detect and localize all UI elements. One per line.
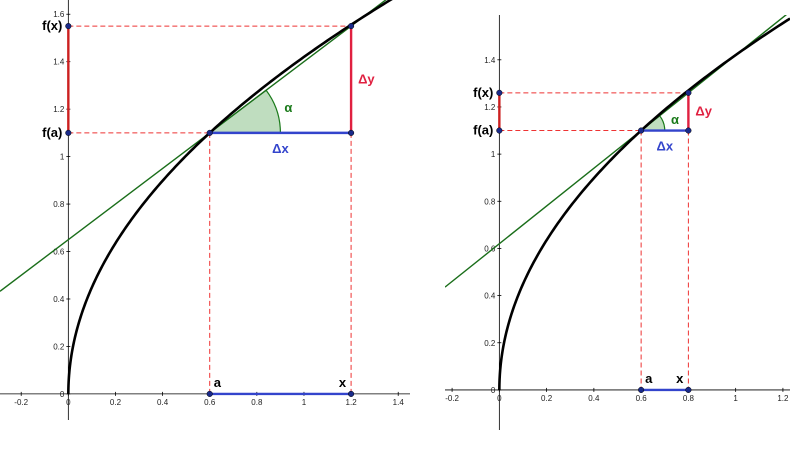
point-fa-axis: [496, 127, 503, 134]
label-x: x: [339, 375, 347, 390]
x-tick-label: 1: [302, 398, 307, 407]
function-curve: [498, 17, 790, 390]
x-tick-label: 0.4: [157, 398, 169, 407]
point-a-axis: [206, 390, 213, 397]
point-a: [638, 127, 645, 134]
x-tick-label: 1: [733, 394, 738, 403]
y-tick-label: 0.8: [484, 197, 496, 206]
y-tick-label: 0: [60, 390, 65, 399]
function-curve: [67, 0, 393, 394]
label-fx: f(x): [42, 18, 62, 33]
label-alpha: α: [284, 100, 292, 115]
label-alpha: α: [671, 112, 679, 127]
x-tick-label: 0.8: [251, 398, 263, 407]
point-corner: [685, 127, 692, 134]
x-tick-label: -0.2: [445, 394, 459, 403]
label-dy: Δy: [358, 71, 375, 86]
y-tick-label: 1.6: [53, 10, 65, 19]
x-tick-label: 1.2: [346, 398, 358, 407]
y-tick-label: 1.4: [484, 56, 496, 65]
label-fa: f(a): [473, 123, 493, 138]
y-tick-label: 0.2: [484, 339, 496, 348]
point-fa-axis: [65, 129, 72, 136]
point-x-axis: [685, 386, 692, 393]
angle-sector: [207, 89, 282, 134]
panel: -0.2 0 0.2 0.4 0.6 0.8 1 1.2 0 0.2 0.4 0.6 0.8 1 1.2 1.…: [445, 15, 790, 430]
x-tick-label: 0: [66, 398, 71, 407]
point-x: [685, 89, 692, 96]
y-tick-label: 1: [60, 153, 65, 162]
y-tick-label: 1: [491, 150, 496, 159]
point-corner: [348, 129, 355, 136]
x-tick-label: -0.2: [14, 398, 28, 407]
label-x: x: [676, 371, 684, 386]
point-a-axis: [638, 386, 645, 393]
point-x: [348, 23, 355, 30]
label-dx: Δx: [656, 139, 673, 154]
x-tick-label: 0.2: [110, 398, 122, 407]
y-tick-label: 1.4: [53, 58, 65, 67]
y-tick-label: 1.2: [53, 105, 65, 114]
x-tick-label: 0.6: [636, 394, 648, 403]
y-tick-label: 0: [491, 386, 496, 395]
x-tick-label: 0.4: [588, 394, 600, 403]
x-tick-label: 0: [497, 394, 502, 403]
label-a: a: [645, 371, 653, 386]
x-tick-label: 0.2: [541, 394, 553, 403]
x-tick-label: 0.6: [204, 398, 216, 407]
point-a: [206, 129, 213, 136]
label-fa: f(a): [42, 125, 62, 140]
y-tick-label: 1.2: [484, 103, 496, 112]
x-tick-label: 0.8: [683, 394, 695, 403]
y-tick-label: 0.4: [484, 292, 496, 301]
label-fx: f(x): [473, 85, 493, 100]
point-fx-axis: [496, 89, 503, 96]
label-a: a: [214, 375, 222, 390]
x-tick-label: 1.4: [393, 398, 405, 407]
label-dy: Δy: [695, 104, 712, 119]
y-tick-label: 0.4: [53, 295, 65, 304]
x-tick-label: 1.2: [777, 394, 789, 403]
y-tick-label: 0.6: [53, 248, 65, 257]
y-tick-label: 0.8: [53, 200, 65, 209]
label-dx: Δx: [272, 141, 289, 156]
y-tick-label: 0.6: [484, 244, 496, 253]
point-fx-axis: [65, 23, 72, 30]
point-x-axis: [348, 390, 355, 397]
y-tick-label: 0.2: [53, 342, 65, 351]
panel: -0.2 0 0.2 0.4 0.6 0.8 1 1.2 1.4 0 0.2 0.4 0.6 0.8 1 1.…: [0, 0, 410, 420]
